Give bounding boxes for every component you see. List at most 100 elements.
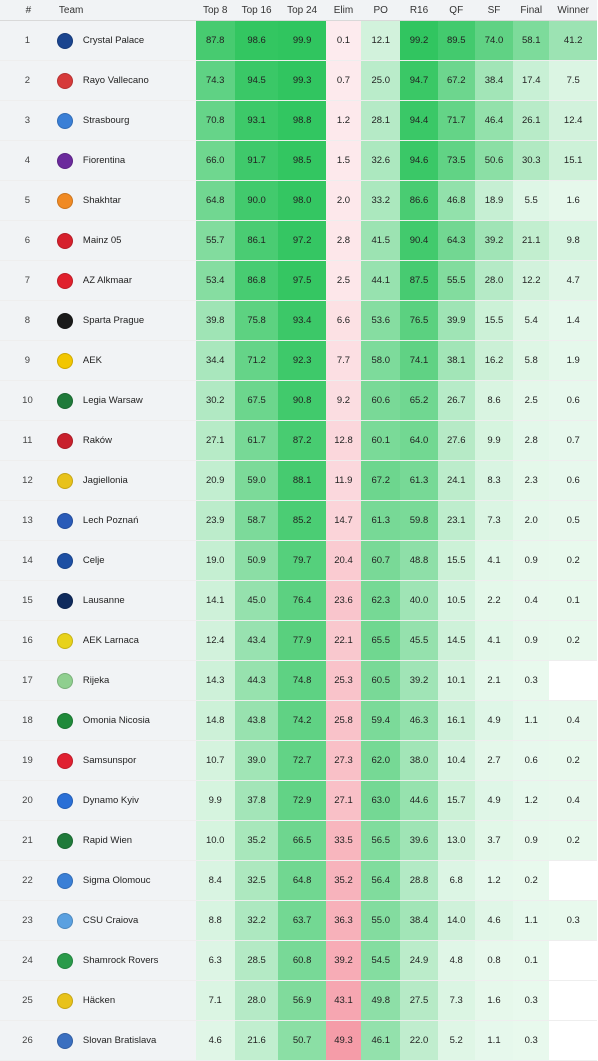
team-cell[interactable]: Legia Warsaw <box>56 380 196 421</box>
column-header-team[interactable]: Team <box>56 0 196 21</box>
team-cell[interactable]: AZ Alkmaar <box>56 260 196 301</box>
cell-elim: 1.5 <box>325 140 362 181</box>
team-name[interactable]: Raków <box>82 435 112 446</box>
table-row[interactable]: 15 Lausanne 14.1 45.0 76.4 23.6 62.3 40.0 10.5 2.… <box>0 580 597 621</box>
team-cell[interactable]: Rapid Wien <box>56 820 196 861</box>
cell-r16: 40.0 <box>400 580 438 621</box>
table-row[interactable]: 9 AEK 34.4 71.2 92.3 7.7 58.0 74.1 38.1 16.2 5.8 1.… <box>0 340 597 381</box>
cell-qf: 26.7 <box>437 380 475 421</box>
table-row[interactable]: 21 Rapid Wien 10.0 35.2 66.5 33.5 56.5 39.6 13.0… <box>0 820 597 861</box>
table-row[interactable]: 3 Strasbourg 70.8 93.1 98.8 1.2 28.1 94.4 71.7 46… <box>0 100 597 141</box>
team-name[interactable]: Strasbourg <box>82 115 130 126</box>
table-row[interactable]: 16 AEK Larnaca 12.4 43.4 77.9 22.1 65.5 45.5 14.… <box>0 620 597 661</box>
team-name[interactable]: Omonia Nicosia <box>82 715 150 726</box>
team-name[interactable]: Sparta Prague <box>82 315 145 326</box>
team-crest-icon <box>56 792 73 809</box>
team-cell[interactable]: Lausanne <box>56 580 196 621</box>
team-name[interactable]: Rayo Vallecano <box>82 75 149 86</box>
table-row[interactable]: 19 Samsunspor 10.7 39.0 72.7 27.3 62.0 38.0 10.4… <box>0 740 597 781</box>
table-row[interactable]: 13 Lech Poznań 23.9 58.7 85.2 14.7 61.3 59.8 23.… <box>0 500 597 541</box>
column-header-top24[interactable]: Top 24 <box>278 0 326 21</box>
team-name[interactable]: Rapid Wien <box>82 835 133 846</box>
table-row[interactable]: 22 Sigma Olomouc 8.4 32.5 64.8 35.2 56.4 28.8 6.… <box>0 860 597 901</box>
team-cell[interactable]: Celje <box>56 540 196 581</box>
team-name[interactable]: Samsunspor <box>82 755 137 766</box>
column-header-top8[interactable]: Top 8 <box>195 0 235 21</box>
table-row[interactable]: 25 Häcken 7.1 28.0 56.9 43.1 49.8 27.5 7.3 1.6 0.3 <box>0 980 597 1021</box>
team-name[interactable]: Celje <box>82 555 105 566</box>
team-name[interactable]: Fiorentina <box>82 155 126 166</box>
team-cell[interactable]: Sigma Olomouc <box>56 860 196 901</box>
team-cell[interactable]: Strasbourg <box>56 100 196 141</box>
team-cell[interactable]: Shakhtar <box>56 180 196 221</box>
cell-sf: 2.1 <box>474 660 514 701</box>
team-cell[interactable]: Slovan Bratislava <box>56 1020 196 1061</box>
column-header-final[interactable]: Final <box>513 0 550 21</box>
column-header-po[interactable]: PO <box>361 0 401 21</box>
team-name[interactable]: AEK Larnaca <box>82 635 139 646</box>
team-cell[interactable]: AEK <box>56 340 196 381</box>
team-name[interactable]: Lausanne <box>82 595 125 606</box>
column-header-r16[interactable]: R16 <box>400 0 438 21</box>
team-name[interactable]: Legia Warsaw <box>82 395 143 406</box>
team-cell[interactable]: Crystal Palace <box>56 20 196 61</box>
table-row[interactable]: 8 Sparta Prague 39.8 75.8 93.4 6.6 53.6 76.5 39.… <box>0 300 597 341</box>
table-row[interactable]: 5 Shakhtar 64.8 90.0 98.0 2.0 33.2 86.6 46.8 18.9… <box>0 180 597 221</box>
table-row[interactable]: 23 CSU Craiova 8.8 32.2 63.7 36.3 55.0 38.4 14.0… <box>0 900 597 941</box>
team-name[interactable]: Shamrock Rovers <box>82 955 159 966</box>
cell-r16: 44.6 <box>400 780 438 821</box>
team-name[interactable]: Slovan Bratislava <box>82 1035 157 1046</box>
table-row[interactable]: 4 Fiorentina 66.0 91.7 98.5 1.5 32.6 94.6 73.5 50… <box>0 140 597 181</box>
team-cell[interactable]: Omonia Nicosia <box>56 700 196 741</box>
table-row[interactable]: 20 Dynamo Kyiv 9.9 37.8 72.9 27.1 63.0 44.6 15.7… <box>0 780 597 821</box>
team-cell[interactable]: Samsunspor <box>56 740 196 781</box>
team-name[interactable]: Shakhtar <box>82 195 121 206</box>
team-name[interactable]: Häcken <box>82 995 116 1006</box>
table-row[interactable]: 1 Crystal Palace 87.8 98.6 99.9 0.1 12.1 99.2 89… <box>0 20 597 61</box>
cell-qf: 46.8 <box>437 180 475 221</box>
table-row[interactable]: 12 Jagiellonia 20.9 59.0 88.1 11.9 67.2 61.3 24.… <box>0 460 597 501</box>
team-cell[interactable]: Dynamo Kyiv <box>56 780 196 821</box>
team-name[interactable]: Rijeka <box>82 675 110 686</box>
table-row[interactable]: 10 Legia Warsaw 30.2 67.5 90.8 9.2 60.6 65.2 26.… <box>0 380 597 421</box>
team-name[interactable]: Sigma Olomouc <box>82 875 151 886</box>
column-header-sf[interactable]: SF <box>474 0 514 21</box>
team-name[interactable]: Jagiellonia <box>82 475 128 486</box>
table-row[interactable]: 11 Raków 27.1 61.7 87.2 12.8 60.1 64.0 27.6 9.9 2.… <box>0 420 597 461</box>
rank-cell: 25 <box>0 980 57 1021</box>
table-row[interactable]: 2 Rayo Vallecano 74.3 94.5 99.3 0.7 25.0 94.7 67… <box>0 60 597 101</box>
table-row[interactable]: 26 Slovan Bratislava 4.6 21.6 50.7 49.3 46.1 22… <box>0 1020 597 1061</box>
team-cell[interactable]: Rayo Vallecano <box>56 60 196 101</box>
team-cell[interactable]: Raków <box>56 420 196 461</box>
team-cell[interactable]: Jagiellonia <box>56 460 196 501</box>
team-name[interactable]: CSU Craiova <box>82 915 139 926</box>
team-cell[interactable]: CSU Craiova <box>56 900 196 941</box>
team-name[interactable]: Lech Poznań <box>82 515 139 526</box>
team-name[interactable]: AZ Alkmaar <box>82 275 133 286</box>
table-row[interactable]: 6 Mainz 05 55.7 86.1 97.2 2.8 41.5 90.4 64.3 39.2… <box>0 220 597 261</box>
team-name[interactable]: Mainz 05 <box>82 235 122 246</box>
team-crest-icon <box>56 672 73 689</box>
team-name[interactable]: Dynamo Kyiv <box>82 795 139 806</box>
table-row[interactable]: 17 Rijeka 14.3 44.3 74.8 25.3 60.5 39.2 10.1 2.1 0… <box>0 660 597 701</box>
team-cell[interactable]: Lech Poznań <box>56 500 196 541</box>
column-header-top16[interactable]: Top 16 <box>234 0 279 21</box>
table-row[interactable]: 7 AZ Alkmaar 53.4 86.8 97.5 2.5 44.1 87.5 55.5 28… <box>0 260 597 301</box>
team-cell[interactable]: Mainz 05 <box>56 220 196 261</box>
team-cell[interactable]: Häcken <box>56 980 196 1021</box>
column-header-qf[interactable]: QF <box>437 0 475 21</box>
column-header-winner[interactable]: Winner <box>549 0 597 21</box>
cell-po: 63.0 <box>361 780 401 821</box>
team-cell[interactable]: Sparta Prague <box>56 300 196 341</box>
team-name[interactable]: AEK <box>82 355 102 366</box>
table-row[interactable]: 24 Shamrock Rovers 6.3 28.5 60.8 39.2 54.5 24.9… <box>0 940 597 981</box>
team-cell[interactable]: Shamrock Rovers <box>56 940 196 981</box>
table-row[interactable]: 14 Celje 19.0 50.9 79.7 20.4 60.7 48.8 15.5 4.1 0.… <box>0 540 597 581</box>
column-header-rank[interactable]: # <box>0 0 57 21</box>
column-header-elim[interactable]: Elim <box>325 0 362 21</box>
team-cell[interactable]: Rijeka <box>56 660 196 701</box>
team-name[interactable]: Crystal Palace <box>82 35 145 46</box>
team-cell[interactable]: AEK Larnaca <box>56 620 196 661</box>
team-cell[interactable]: Fiorentina <box>56 140 196 181</box>
table-row[interactable]: 18 Omonia Nicosia 14.8 43.8 74.2 25.8 59.4 46.3… <box>0 700 597 741</box>
